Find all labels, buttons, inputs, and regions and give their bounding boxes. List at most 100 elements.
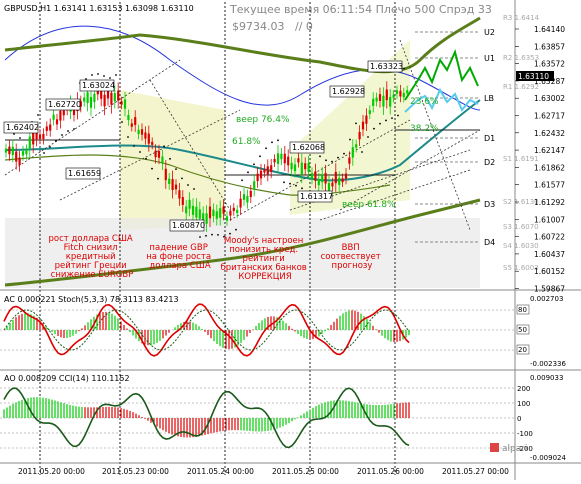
price-axis-label: 1.63287 — [534, 77, 565, 86]
sar-dot — [223, 235, 225, 238]
candle-body — [310, 173, 314, 179]
sar-dot — [115, 74, 117, 76]
candle-body — [28, 136, 31, 149]
candle-body — [110, 92, 113, 105]
candle-body — [4, 148, 8, 153]
candle-body — [324, 173, 327, 184]
annotation-usd-rise: рост доллара США Fitch снизил кредитный … — [49, 234, 136, 280]
pivot-S2-value: 1.6130 — [514, 198, 539, 206]
sar-dot — [67, 130, 69, 132]
candle-body — [140, 129, 144, 135]
ao-level-minus200: -200 — [517, 445, 533, 453]
candle-body — [361, 121, 365, 130]
ac-stochastic-pane[interactable]: AC 0.000221 Stoch(5,3,3) 78.3113 83.4213… — [0, 295, 566, 368]
sar-dot — [205, 234, 207, 237]
candle-body — [181, 197, 184, 205]
candle-body — [137, 129, 140, 135]
candle-body — [222, 206, 225, 214]
candle-body — [287, 156, 290, 166]
candle-body — [378, 94, 382, 101]
candle-body — [45, 126, 48, 131]
pivot-S1-value: 1.6191 — [514, 155, 539, 163]
sar-dot — [49, 146, 51, 148]
svg-text:S1 1.6191: S1 1.6191 — [503, 155, 539, 163]
ac-axis-top: 0.002703 — [530, 295, 563, 303]
price-tag-6: 1.62928 — [332, 87, 365, 96]
pivot-R3-value: 1.6414 — [515, 14, 540, 22]
candle-body — [256, 173, 259, 182]
candle-body — [249, 190, 252, 197]
level-U1: U1 — [484, 54, 495, 63]
candle-body — [351, 147, 354, 158]
sar-dot — [97, 73, 99, 75]
price-tag-7: 1.62068 — [292, 143, 325, 152]
price-axis-label: 1.62432 — [534, 129, 565, 138]
price-axis-label: 1.59867 — [534, 285, 565, 294]
sar-dot — [343, 152, 345, 155]
pivot-S2-name: S2 — [503, 198, 512, 206]
level-D1: D1 — [484, 134, 495, 143]
pivot-S1-name: S1 — [503, 155, 512, 163]
pivot-S4-name: S4 — [503, 242, 512, 250]
ao-histogram — [3, 397, 410, 438]
sar-dot — [145, 157, 147, 160]
candle-body — [290, 162, 293, 170]
candle-body — [212, 209, 215, 217]
pivot-R2-value: 1.6353 — [515, 54, 540, 62]
pivot-S5-value: 1.6003 — [514, 264, 539, 272]
candle-body — [62, 110, 65, 116]
time-label-6: 2011.05.27 00:00 — [442, 467, 509, 476]
fib-label-veer618: веер 61.8% — [342, 200, 396, 210]
sar-dot — [403, 67, 405, 70]
price-axis-label: 1.63572 — [534, 60, 565, 69]
candle-body — [15, 151, 18, 162]
candle-body — [273, 159, 276, 163]
sar-dot — [55, 140, 57, 142]
price-axis-label: 1.60722 — [534, 233, 565, 242]
candle-body — [232, 207, 235, 212]
candle-body — [123, 99, 127, 109]
price-axis-label: 1.62147 — [534, 146, 565, 155]
sar-dot — [301, 187, 303, 190]
candle-body — [198, 209, 201, 219]
price-tag-9: 1.60870 — [172, 221, 205, 230]
candle-body — [134, 117, 137, 125]
candle-body — [120, 101, 123, 105]
fib-label-382: 38.2% — [410, 124, 439, 134]
sar-dot — [259, 155, 261, 158]
sar-dot — [19, 137, 21, 139]
candle-body — [89, 96, 93, 108]
candle-body — [127, 115, 130, 121]
ao-cci-pane[interactable]: AO 0.008209 CCI(14) 110.1152 200 100 0 -… — [0, 374, 566, 462]
sar-dot — [289, 182, 291, 185]
sar-dot — [109, 77, 111, 79]
candle-body — [147, 133, 150, 144]
sar-dot — [355, 122, 357, 125]
candle-body — [215, 211, 218, 219]
price-axis-label: 1.63857 — [534, 42, 565, 51]
ao-panel-label: AO 0.008209 CCI(14) 110.1152 — [4, 374, 130, 383]
candle-body — [113, 93, 116, 102]
candle-body — [93, 93, 96, 102]
sar-dot — [325, 159, 327, 162]
sar-dot — [163, 145, 165, 148]
level-LB: LB — [484, 94, 494, 103]
main-price-pane[interactable]: 1.62402 1.62720 1.63024 1.61659 1.63323 … — [3, 2, 540, 475]
sar-dot — [385, 119, 387, 122]
svg-text:S4 1.6030: S4 1.6030 — [503, 242, 539, 250]
candle-body — [106, 90, 110, 99]
pivot-S5-name: S5 — [503, 264, 512, 272]
sar-dot — [127, 136, 129, 138]
sar-dot — [169, 157, 171, 160]
svg-text:S5 1.6003: S5 1.6003 — [503, 264, 539, 272]
ac-panel-label: AC 0.000221 Stoch(5,3,3) 78.3113 83.4213 — [4, 295, 179, 304]
ao-axis-bottom: -0.009024 — [530, 454, 566, 462]
price-tag-4: 1.61659 — [68, 169, 101, 178]
svg-text:R3 1.6414: R3 1.6414 — [503, 14, 540, 22]
price-axis-label: 1.62717 — [534, 112, 565, 121]
candle-body — [321, 174, 324, 183]
price-candles — [4, 81, 409, 233]
candle-body — [185, 206, 188, 214]
